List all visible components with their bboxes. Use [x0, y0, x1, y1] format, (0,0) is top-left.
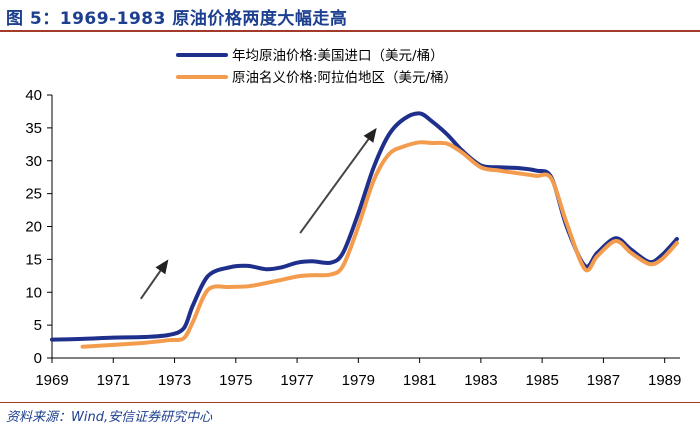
series-line-1 — [50, 111, 679, 342]
y-tick-label: 30 — [25, 153, 42, 170]
trend-arrow-shaft — [140, 270, 162, 300]
x-tick-label: 1977 — [280, 372, 313, 389]
x-tick-label: 1987 — [587, 372, 620, 389]
trend-arrow-head — [155, 259, 169, 275]
y-tick-label: 20 — [25, 219, 42, 236]
x-tick-label: 1979 — [342, 372, 375, 389]
x-tick-label: 1985 — [525, 372, 558, 389]
y-tick-label: 35 — [25, 120, 42, 137]
chart-series-lines — [50, 111, 679, 349]
x-tick-label: 1971 — [97, 372, 130, 389]
y-tick-label: 15 — [25, 251, 42, 268]
y-tick-label: 5 — [34, 317, 42, 334]
y-tick-label: 0 — [34, 350, 42, 367]
x-tick-label: 1989 — [648, 372, 681, 389]
chart-title: 图 5：1969-1983 原油价格两度大幅走高 — [6, 9, 348, 29]
x-tick-label: 1969 — [35, 372, 68, 389]
legend-label-1: 年均原油价格:美国进口（美元/桶） — [232, 48, 444, 64]
chart-axes: 0 5 10 15 20 25 30 35 40 1969 1971 1973 1975 1977 1979… — [25, 87, 681, 389]
y-tick-label: 25 — [25, 186, 42, 203]
legend-label-2: 原油名义价格:阿拉伯地区（美元/桶） — [232, 70, 457, 86]
chart-annotations — [140, 127, 377, 300]
footer-divider — [0, 402, 700, 403]
title-divider — [0, 30, 700, 32]
trend-arrow-head — [363, 127, 377, 143]
y-tick-label: 10 — [25, 284, 42, 301]
x-tick-label: 1973 — [158, 372, 191, 389]
trend-arrow-shaft — [299, 138, 370, 234]
source-note: 资料来源：Wind,安信证券研究中心 — [6, 410, 213, 425]
y-tick-label: 40 — [25, 87, 42, 104]
x-tick-label: 1975 — [219, 372, 252, 389]
x-tick-label: 1983 — [464, 372, 497, 389]
x-tick-label: 1981 — [403, 372, 436, 389]
chart-legend: 年均原油价格:美国进口（美元/桶） 原油名义价格:阿拉伯地区（美元/桶） — [176, 48, 457, 86]
series-line-2 — [80, 140, 679, 349]
